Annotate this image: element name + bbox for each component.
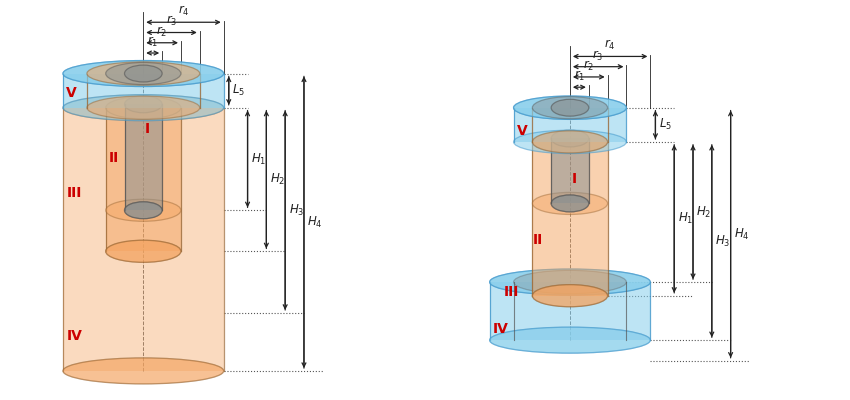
Text: $H_1$: $H_1$ — [251, 152, 266, 166]
Text: $r_3$: $r_3$ — [592, 48, 603, 62]
Ellipse shape — [87, 62, 200, 85]
Polygon shape — [532, 142, 608, 296]
Text: V: V — [66, 86, 77, 100]
Ellipse shape — [532, 285, 608, 307]
Text: IV: IV — [493, 322, 509, 336]
Text: $H_3$: $H_3$ — [715, 234, 731, 248]
Ellipse shape — [63, 95, 224, 121]
Polygon shape — [63, 74, 224, 108]
Ellipse shape — [105, 97, 181, 119]
Text: $r_4$: $r_4$ — [604, 38, 616, 52]
Polygon shape — [124, 104, 162, 210]
Polygon shape — [551, 138, 589, 204]
Ellipse shape — [551, 195, 589, 212]
Text: $H_2$: $H_2$ — [269, 172, 285, 187]
Ellipse shape — [105, 240, 181, 262]
Polygon shape — [490, 282, 650, 340]
Ellipse shape — [490, 327, 650, 353]
Ellipse shape — [532, 192, 608, 214]
Ellipse shape — [490, 269, 650, 295]
Text: $H_1$: $H_1$ — [677, 211, 693, 226]
Ellipse shape — [63, 358, 224, 384]
Text: III: III — [66, 186, 82, 200]
Ellipse shape — [124, 65, 162, 82]
Text: $r_1$: $r_1$ — [147, 35, 158, 49]
Text: V: V — [517, 124, 528, 138]
Text: $H_2$: $H_2$ — [696, 204, 711, 220]
Text: $r_2$: $r_2$ — [156, 24, 167, 39]
Ellipse shape — [105, 240, 181, 262]
Ellipse shape — [551, 130, 589, 147]
Text: $L_5$: $L_5$ — [659, 117, 672, 132]
Ellipse shape — [87, 96, 200, 119]
Text: I: I — [572, 172, 577, 186]
Ellipse shape — [513, 130, 626, 154]
Ellipse shape — [513, 270, 626, 294]
Text: IV: IV — [66, 329, 82, 343]
Ellipse shape — [551, 99, 589, 116]
Ellipse shape — [63, 60, 224, 86]
Ellipse shape — [513, 96, 626, 119]
Text: I: I — [145, 122, 150, 136]
Text: $L_5$: $L_5$ — [232, 83, 246, 98]
Text: $r_1$: $r_1$ — [574, 69, 585, 83]
Ellipse shape — [124, 202, 162, 219]
Polygon shape — [513, 108, 626, 142]
Text: II: II — [532, 234, 542, 248]
Ellipse shape — [63, 358, 224, 384]
Ellipse shape — [124, 202, 162, 219]
Text: $r_3$: $r_3$ — [166, 14, 177, 28]
Ellipse shape — [105, 199, 181, 221]
Ellipse shape — [63, 60, 224, 86]
Ellipse shape — [532, 97, 608, 119]
Text: $r_2$: $r_2$ — [583, 59, 594, 73]
Polygon shape — [63, 108, 224, 371]
Text: II: II — [109, 151, 119, 166]
Polygon shape — [105, 108, 181, 251]
Ellipse shape — [532, 131, 608, 153]
Ellipse shape — [490, 269, 650, 295]
Text: $H_4$: $H_4$ — [734, 227, 750, 242]
Ellipse shape — [63, 95, 224, 121]
Ellipse shape — [105, 62, 181, 84]
Ellipse shape — [532, 131, 608, 153]
Ellipse shape — [124, 96, 162, 113]
Text: $H_3$: $H_3$ — [289, 203, 304, 218]
Ellipse shape — [532, 285, 608, 307]
Ellipse shape — [551, 195, 589, 212]
Ellipse shape — [513, 96, 626, 119]
Text: III: III — [503, 285, 518, 299]
Ellipse shape — [490, 327, 650, 353]
Text: $H_4$: $H_4$ — [308, 215, 323, 230]
Text: $r_4$: $r_4$ — [178, 4, 190, 18]
